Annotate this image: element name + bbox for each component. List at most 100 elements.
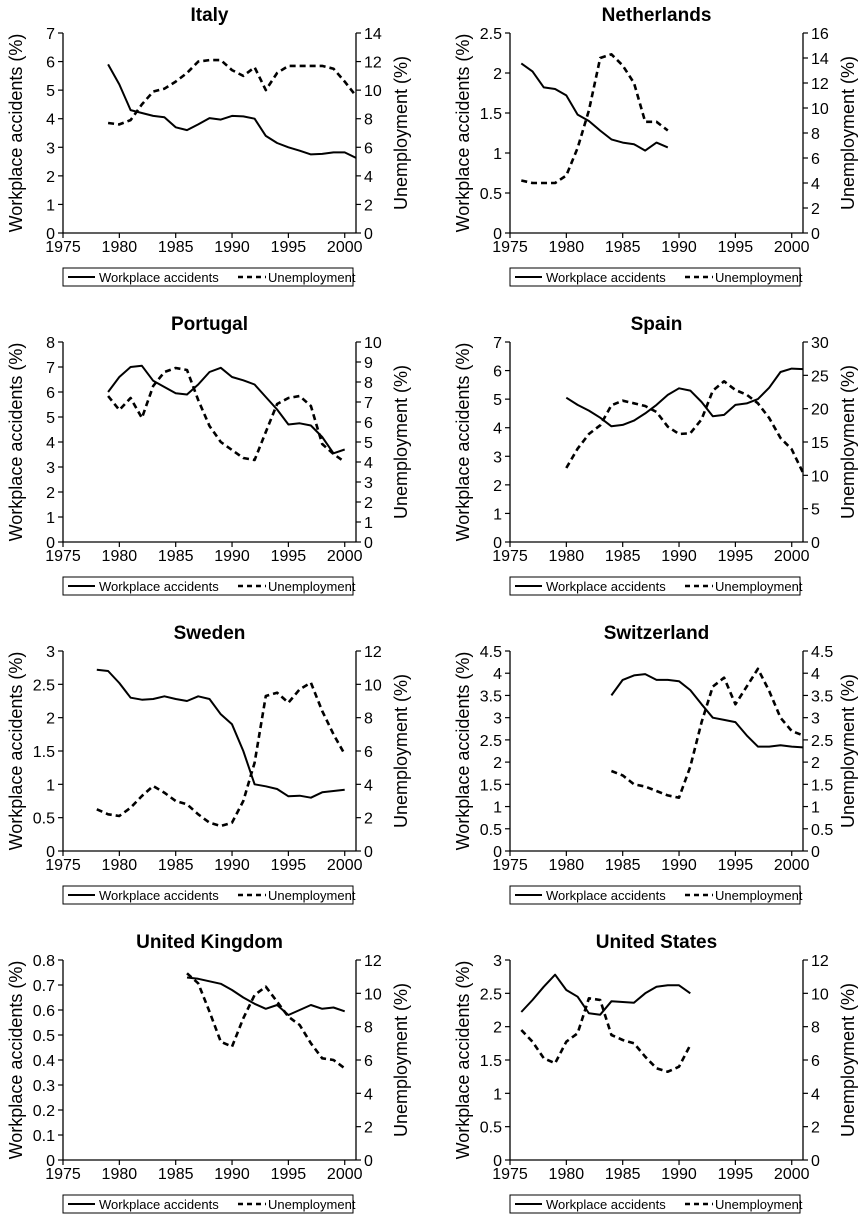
right-tick-label: 0 [811, 226, 820, 243]
right-tick-label: 5 [811, 502, 820, 519]
right-tick-label: 10 [364, 986, 382, 1003]
left-tick-label: 1 [46, 777, 55, 794]
x-tick-label: 1975 [492, 1166, 528, 1183]
right-tick-label: 14 [364, 26, 382, 43]
right-tick-label: 4 [364, 169, 373, 186]
left-axis-label: Workplace accidents (%) [6, 343, 26, 542]
right-tick-label: 9 [364, 355, 373, 372]
right-tick-label: 16 [811, 26, 829, 43]
right-tick-label: 20 [811, 402, 829, 419]
unemployment-line [186, 972, 346, 1070]
left-tick-label: 0.6 [33, 1003, 55, 1020]
left-tick-label: 2 [493, 66, 502, 83]
left-tick-label: 2 [493, 1020, 502, 1037]
left-tick-label: 0 [493, 844, 502, 861]
right-tick-label: 4 [364, 455, 373, 472]
legend-label-unemployment: Unemployment [715, 579, 803, 594]
left-tick-label: 6 [46, 55, 55, 72]
legend: Workplace accidents Unemployment [509, 1194, 803, 1214]
unemployment-line [610, 667, 804, 800]
legend-box [509, 1194, 801, 1214]
right-tick-label: 30 [811, 335, 829, 352]
workplace-accidents-line [186, 976, 346, 1016]
x-tick-label: 1980 [549, 239, 585, 256]
x-tick-label: 1975 [492, 548, 528, 565]
legend: Workplace accidents Unemployment [509, 885, 803, 905]
workplace-accidents-line [520, 62, 669, 152]
chart-title: Switzerland [604, 623, 710, 644]
left-tick-label: 2.5 [480, 986, 502, 1003]
right-tick-label: 1 [364, 515, 373, 532]
x-tick-label: 1980 [102, 548, 138, 565]
right-tick-label: 10 [811, 986, 829, 1003]
right-tick-label: 10 [811, 101, 829, 118]
workplace-accidents-line [520, 973, 691, 1016]
left-tick-label: 0.1 [33, 1128, 55, 1145]
right-tick-label: 10 [364, 83, 382, 100]
x-tick-label: 1990 [214, 239, 250, 256]
left-tick-label: 0.7 [33, 978, 55, 995]
right-tick-label: 3 [364, 475, 373, 492]
x-tick-label: 1995 [271, 1166, 307, 1183]
left-tick-label: 4 [46, 112, 55, 129]
chart-title: Spain [631, 314, 683, 335]
x-tick-label: 1980 [549, 857, 585, 874]
left-tick-label: 1.5 [480, 777, 502, 794]
right-tick-label: 6 [811, 1053, 820, 1070]
left-axis-label: Workplace accidents (%) [6, 961, 26, 1160]
x-tick-label: 1975 [45, 1166, 81, 1183]
x-tick-label: 1985 [158, 548, 194, 565]
right-tick-label: 0 [811, 1153, 820, 1170]
right-axis-label: Unemployment (%) [391, 983, 411, 1137]
legend-label-unemployment: Unemployment [715, 1197, 803, 1212]
left-tick-label: 2 [46, 485, 55, 502]
x-tick-label: 2000 [774, 239, 810, 256]
legend-label-accidents: Workplace accidents [99, 270, 219, 285]
legend-box [509, 576, 801, 596]
x-tick-label: 1990 [661, 239, 697, 256]
left-axis-label: Workplace accidents (%) [6, 34, 26, 233]
left-tick-label: 0 [493, 1153, 502, 1170]
legend: Workplace accidents Unemployment [62, 1194, 356, 1214]
left-tick-label: 2 [493, 478, 502, 495]
chart-title: Sweden [174, 623, 246, 644]
right-tick-label: 3.5 [811, 688, 833, 705]
legend-label-accidents: Workplace accidents [99, 888, 219, 903]
unemployment-line [107, 58, 358, 126]
left-tick-label: 0 [46, 1153, 55, 1170]
right-axis-label: Unemployment (%) [838, 983, 858, 1137]
x-tick-label: 1975 [45, 857, 81, 874]
right-tick-label: 1 [811, 800, 820, 817]
right-tick-label: 2 [364, 1120, 373, 1137]
unemployment-line [520, 996, 692, 1073]
left-tick-label: 2 [46, 169, 55, 186]
workplace-accidents-line [96, 668, 345, 799]
right-tick-label: 2 [811, 201, 820, 218]
left-tick-label: 1 [46, 197, 55, 214]
left-tick-label: 7 [493, 335, 502, 352]
x-tick-label: 1995 [271, 548, 307, 565]
x-tick-label: 1995 [718, 548, 754, 565]
legend-box [62, 1194, 354, 1214]
right-tick-label: 8 [364, 375, 373, 392]
left-tick-label: 3 [46, 140, 55, 157]
left-tick-label: 0.5 [480, 186, 502, 203]
x-tick-label: 1975 [45, 548, 81, 565]
right-tick-label: 6 [811, 151, 820, 168]
chart-panel-portugal: Portugal 0 1 2 3 4 5 6 7 8 0 1 2 3 4 5 6 7 8 9 10 1975 1980 198… [6, 314, 411, 596]
right-tick-label: 10 [811, 468, 829, 485]
x-tick-label: 2000 [327, 1166, 363, 1183]
legend-label-unemployment: Unemployment [268, 579, 356, 594]
x-tick-label: 1975 [492, 239, 528, 256]
x-tick-label: 1985 [158, 1166, 194, 1183]
x-tick-label: 1995 [271, 857, 307, 874]
right-tick-label: 8 [364, 112, 373, 129]
right-axis-label: Unemployment (%) [838, 365, 858, 519]
right-tick-label: 0.5 [811, 822, 833, 839]
right-axis-label: Unemployment (%) [391, 56, 411, 210]
x-tick-label: 1980 [549, 1166, 585, 1183]
left-axis-label: Workplace accidents (%) [453, 961, 473, 1160]
right-tick-label: 2 [811, 1120, 820, 1137]
right-tick-label: 10 [364, 335, 382, 352]
